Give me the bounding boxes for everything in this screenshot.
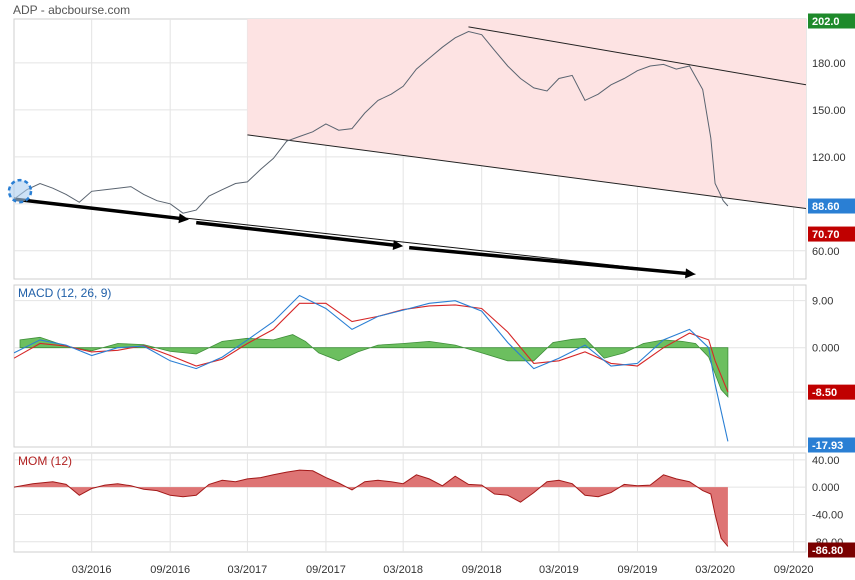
price-low-value-badge xyxy=(808,226,855,242)
price-plot-area xyxy=(14,19,806,279)
macd-last-value-badge-label: -17.93 xyxy=(812,440,843,452)
price-high-value-badge-label: 202.0 xyxy=(812,16,840,28)
mom-area xyxy=(14,470,728,547)
macd-plot-area xyxy=(14,294,729,442)
macd-y-tick-label: 0.000 xyxy=(812,343,840,355)
start-point-marker[interactable] xyxy=(7,178,33,204)
mom-last-value-badge-label: -86.80 xyxy=(812,545,843,557)
price-high-value-badge xyxy=(808,13,855,29)
macd-y-tick-label: 9.00 xyxy=(812,296,833,308)
price-y-tick-label: 150.00 xyxy=(812,105,846,117)
momentum-panel: MOM (12)40.000.000-40.00-80.00-86.80 xyxy=(13,452,855,558)
x-tick-label: 09/2018 xyxy=(462,564,502,576)
mom-y-tick-label: -40.00 xyxy=(812,509,843,521)
panel-frame xyxy=(13,452,807,553)
trend-arrow-segment xyxy=(196,220,396,247)
mom-last-value-badge xyxy=(808,542,855,558)
x-tick-label: 03/2017 xyxy=(228,564,268,576)
price-last-value-badge xyxy=(808,198,855,214)
macd-panel-title: MACD (12, 26, 9) xyxy=(18,286,111,300)
mom-plot-area xyxy=(14,469,729,547)
x-tick-label: 09/2017 xyxy=(306,564,346,576)
x-tick-label: 09/2020 xyxy=(774,564,814,576)
chart-source-label: ADP - abcbourse.com xyxy=(13,3,130,17)
x-tick-label: 03/2020 xyxy=(695,564,735,576)
x-tick-label: 09/2016 xyxy=(150,564,190,576)
trend-arrow-head xyxy=(392,240,404,250)
x-axis: 03/2016 09/2016 03/2017 09/2017 03/2018 09/20… xyxy=(72,564,814,576)
panel-frame xyxy=(13,284,807,448)
trend-arrow-segment xyxy=(14,197,182,221)
price-y-tick-label: 60.00 xyxy=(812,246,840,258)
price-low-value-badge-label: 70.70 xyxy=(812,229,840,241)
macd-signal-value-badge-label: -8.50 xyxy=(812,387,837,399)
channel-upper-line xyxy=(468,26,806,86)
macd-last-value-badge xyxy=(808,437,855,453)
mom-line xyxy=(14,469,729,547)
trend-arrow-head xyxy=(178,213,189,224)
x-tick-label: 03/2019 xyxy=(539,564,579,576)
trend-arrow-segment xyxy=(408,245,688,276)
macd-signal-value-badge xyxy=(808,384,855,400)
mom-y-tick-label: 40.00 xyxy=(812,455,840,467)
price-y-tick-label: 180.00 xyxy=(812,58,846,70)
mom-panel-title: MOM (12) xyxy=(18,454,72,468)
price-last-value-badge-label: 88.60 xyxy=(812,201,840,213)
price-line xyxy=(14,30,729,214)
mom-y-tick-label: 0.000 xyxy=(812,482,840,494)
trend-arrow-head xyxy=(685,268,696,279)
channel-fill xyxy=(247,19,806,209)
macd-panel: MACD (12, 26, 9) 9.00 0.000 -8.50 -17.93 xyxy=(13,284,855,453)
macd-line xyxy=(14,294,729,442)
channel-lower-line xyxy=(247,134,806,210)
price-y-tick-label: 120.00 xyxy=(812,152,846,164)
x-tick-label: 03/2016 xyxy=(72,564,112,576)
x-tick-label: 09/2019 xyxy=(618,564,658,576)
macd-histogram xyxy=(19,334,729,398)
x-tick-label: 03/2018 xyxy=(383,564,423,576)
price-panel: 60.00120.00150.00180.0090.00202.088.6070… xyxy=(7,13,855,280)
